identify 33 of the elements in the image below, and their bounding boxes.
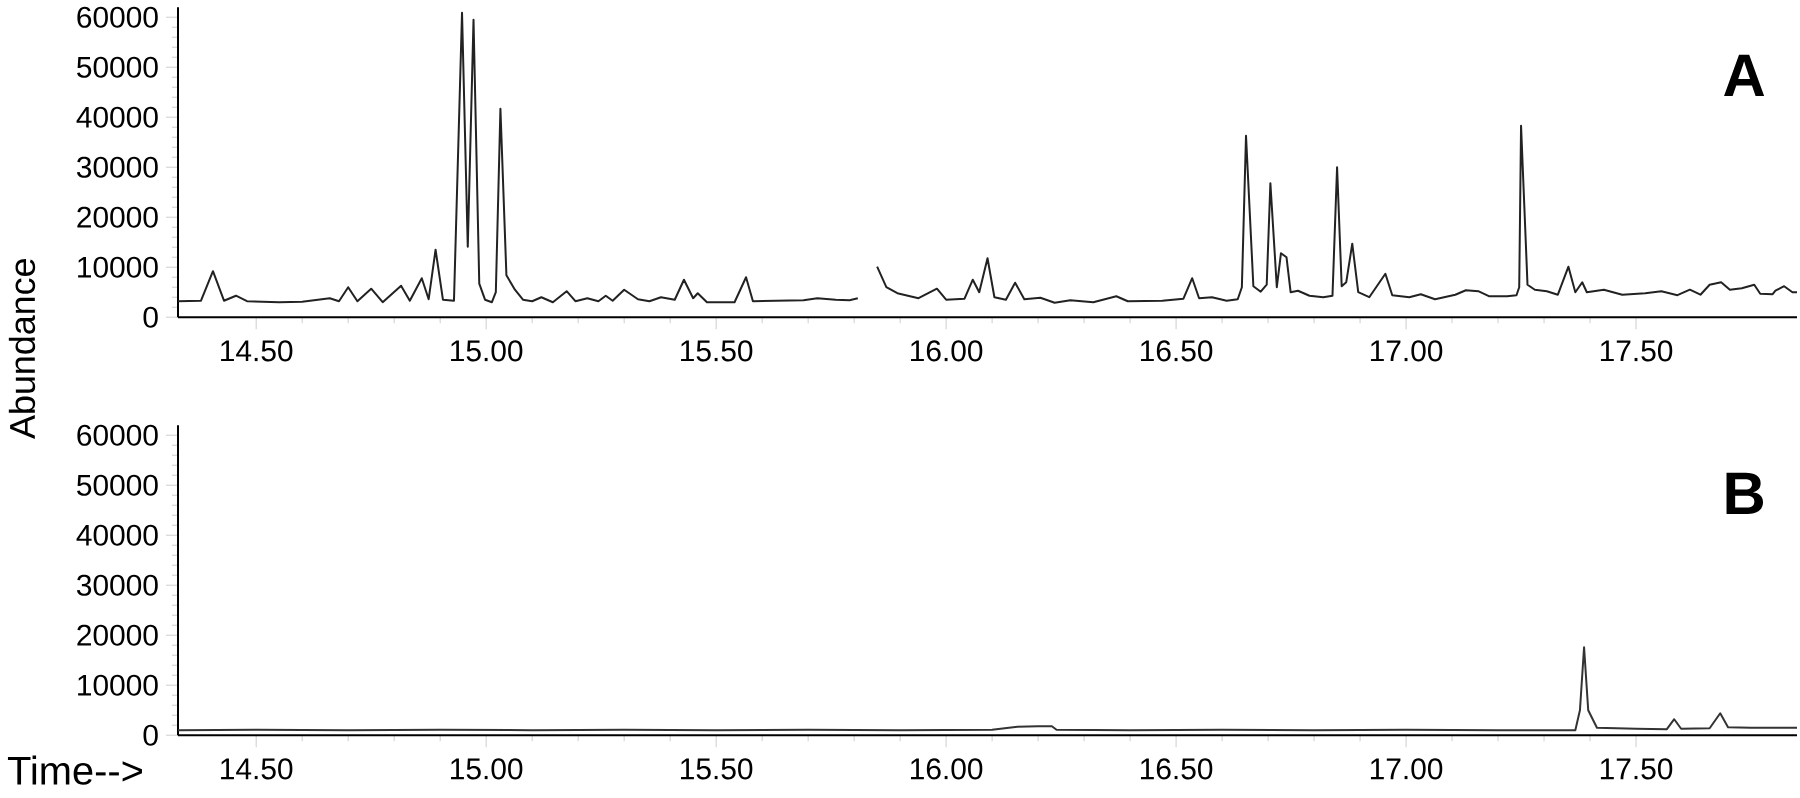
y-tick-label: 10000	[78, 256, 158, 278]
y-axis-title: Abundance	[8, 259, 36, 439]
x-tick-label: 15.50	[681, 758, 753, 780]
y-tick-label: 40000	[76, 524, 158, 546]
y-tick-label: 10000	[78, 674, 158, 696]
x-tick-label: 17.50	[1600, 758, 1673, 780]
y-tick-label: 40000	[76, 106, 158, 128]
y-tick-label: 50000	[77, 474, 158, 496]
x-tick-label: 16.00	[911, 758, 983, 780]
y-tick-label: 60000	[77, 6, 158, 28]
line-series	[178, 646, 1798, 732]
x-tick-label: 15.50	[681, 340, 753, 362]
y-tick-label: 30000	[76, 574, 158, 596]
x-tick-label: 14.50	[221, 758, 293, 780]
y-tick-label: 0	[143, 724, 158, 746]
y-tick-label: 0	[143, 306, 158, 328]
x-tick-label: 16.00	[911, 340, 983, 362]
x-tick-label: 15.00	[451, 340, 523, 362]
x-tick-label: 17.00	[1370, 340, 1443, 362]
y-tick-label: 30000	[76, 156, 158, 178]
annotation: B	[1726, 472, 1763, 514]
annotation: A	[1724, 54, 1765, 96]
y-tick-label: 20000	[77, 624, 158, 646]
y-tick-label: 50000	[77, 56, 158, 78]
y-tick-label: 60000	[77, 424, 158, 446]
x-tick-label: 17.00	[1370, 758, 1443, 780]
x-tick-label: 16.50	[1140, 340, 1213, 362]
y-tick-label: 20000	[77, 206, 158, 228]
x-tick-label: 16.50	[1140, 758, 1213, 780]
x-tick-label: 15.00	[451, 758, 523, 780]
x-tick-label: 17.50	[1600, 340, 1673, 362]
x-axis-title: Time-->	[7, 755, 142, 785]
x-tick-label: 14.50	[221, 340, 293, 362]
